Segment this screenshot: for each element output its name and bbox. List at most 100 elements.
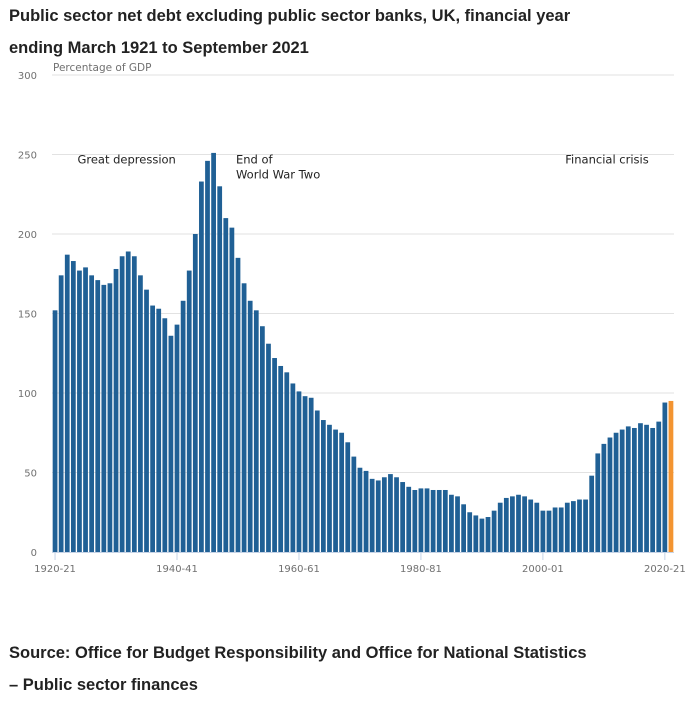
- bar: [345, 442, 351, 552]
- bar: [70, 261, 76, 552]
- bar: [473, 515, 479, 552]
- bar: [186, 270, 192, 552]
- bar: [558, 507, 564, 552]
- bar: [351, 456, 357, 552]
- bar: [381, 477, 387, 552]
- bar: [278, 365, 284, 552]
- bar: [607, 437, 613, 552]
- bar: [534, 502, 540, 552]
- annotations: Great depression End of World War Two Finan…: [77, 152, 648, 181]
- bar: [357, 467, 363, 552]
- bar: [119, 256, 125, 552]
- bar: [138, 275, 143, 552]
- bar: [595, 453, 601, 552]
- bar: [253, 310, 259, 552]
- bar: [485, 517, 491, 552]
- annotation: Great depression: [77, 152, 175, 166]
- x-tick-label: 2020-21: [644, 564, 686, 575]
- bar: [296, 391, 302, 552]
- annotation-line: Great depression: [77, 152, 175, 166]
- bar: [260, 326, 265, 552]
- bar: [180, 300, 186, 552]
- bar: [168, 335, 174, 552]
- bar: [77, 270, 82, 552]
- bar: [455, 496, 460, 552]
- x-tick-label: 1940-41: [156, 564, 198, 575]
- x-tick-label: 1960-61: [278, 564, 320, 575]
- bar: [162, 318, 168, 552]
- bar: [577, 499, 582, 552]
- y-axis-unit-label: Percentage of GDP: [53, 62, 151, 74]
- bar: [497, 502, 503, 552]
- bar: [656, 421, 662, 552]
- bar: [516, 494, 521, 552]
- y-axis: 0 50 100 150 200 250 300: [18, 71, 37, 559]
- bar: [83, 267, 88, 552]
- bar: [192, 234, 198, 552]
- bar: [388, 474, 393, 552]
- bar: [424, 488, 430, 552]
- bar: [449, 494, 454, 552]
- chart-title-line-1: Public sector net debt excluding public …: [9, 7, 571, 25]
- bar: [241, 283, 247, 552]
- bar: [131, 256, 137, 552]
- bar: [272, 358, 277, 552]
- bar: [442, 489, 448, 552]
- bar: [528, 499, 534, 552]
- bar: [613, 432, 619, 552]
- x-tick-label: 1980-81: [400, 564, 442, 575]
- bar: [400, 482, 406, 552]
- bar: [625, 426, 631, 552]
- y-tick-label: 50: [24, 469, 37, 480]
- bar: [199, 181, 204, 552]
- chart-title-line-2: ending March 1921 to September 2021: [9, 39, 309, 57]
- bar: [308, 397, 314, 552]
- bar: [58, 275, 64, 552]
- gridlines: [52, 74, 674, 473]
- bar: [320, 420, 326, 552]
- bar: [327, 424, 332, 552]
- bar: [235, 257, 241, 552]
- bar: [144, 289, 149, 552]
- bar: [266, 343, 271, 552]
- annotation-line: World War Two: [236, 167, 320, 181]
- bar: [369, 478, 375, 552]
- bar: [125, 251, 131, 553]
- bar: [552, 507, 558, 552]
- bar: [510, 496, 515, 552]
- bar: [247, 300, 253, 552]
- bar: [619, 429, 625, 552]
- bar: [650, 427, 656, 552]
- bar: [95, 280, 101, 552]
- bar: [333, 429, 338, 552]
- bar: [540, 510, 546, 552]
- bar: [223, 218, 229, 552]
- y-tick-label: 200: [18, 230, 37, 241]
- bar: [418, 488, 424, 552]
- bar: [644, 424, 649, 552]
- annotation: Financial crisis: [565, 152, 648, 166]
- bar: [662, 402, 668, 552]
- bar: [64, 254, 70, 553]
- bar: [564, 502, 570, 552]
- x-axis: 1920-21 1940-41 1960-61 1980-81 2000-01 2020-…: [34, 552, 686, 575]
- x-tick-label: 1920-21: [34, 564, 76, 575]
- source-line-1: Source: Office for Budget Responsibility…: [9, 644, 587, 662]
- y-tick-label: 100: [18, 389, 37, 400]
- bar: [101, 284, 107, 552]
- bar: [290, 383, 296, 552]
- bar: [339, 432, 345, 552]
- y-tick-label: 0: [31, 548, 37, 559]
- bar: [583, 499, 588, 552]
- x-tick-label: 2000-01: [522, 564, 564, 575]
- chart-title: Public sector net debt excluding public …: [9, 0, 689, 64]
- bar: [284, 372, 290, 552]
- bar: [52, 310, 58, 552]
- bar: [107, 283, 113, 552]
- bar: [302, 396, 308, 552]
- bars: [52, 152, 674, 553]
- source-line-2: – Public sector finances: [9, 676, 198, 694]
- bar: [314, 410, 320, 552]
- bar-chart: 0 50 100 150 200 250 300 Percentage of GDP 192…: [18, 62, 686, 575]
- bar: [631, 427, 637, 552]
